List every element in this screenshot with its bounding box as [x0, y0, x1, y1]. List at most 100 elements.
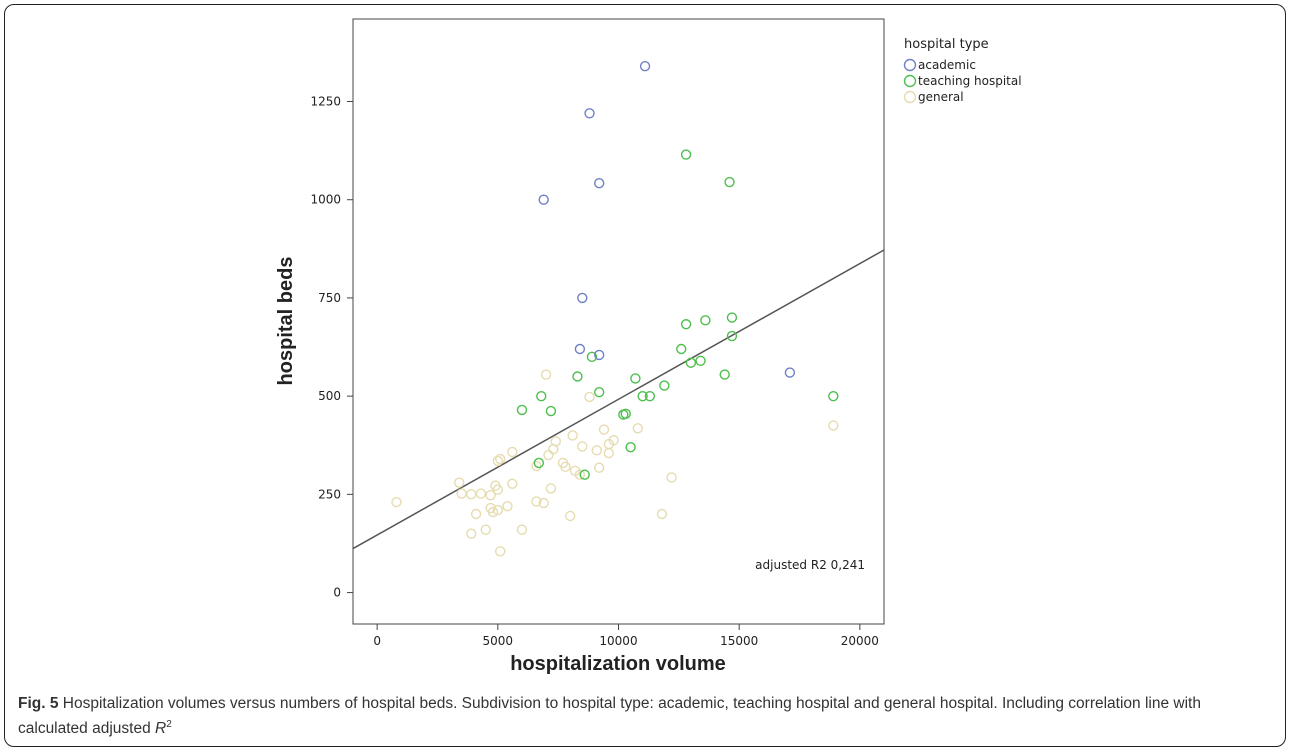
- point-general: [632, 423, 644, 434]
- figure-caption: Fig. 5 Hospitalization volumes versus nu…: [18, 693, 1273, 739]
- point-general: [480, 524, 491, 535]
- point-general: [598, 424, 610, 435]
- point-academic: [584, 108, 595, 119]
- data-points: [391, 60, 839, 557]
- regression-line-group: [352, 249, 885, 550]
- point-general: [591, 445, 602, 456]
- point-general: [487, 506, 499, 518]
- point-academic: [538, 194, 549, 205]
- caption-text: Hospitalization volumes versus numbers o…: [18, 695, 1201, 738]
- point-general: [507, 478, 518, 489]
- x-axis-title: hospitalization volume: [510, 653, 726, 675]
- point-teaching: [700, 315, 711, 326]
- point-general: [507, 446, 518, 458]
- point-teaching: [695, 355, 706, 366]
- legend-marker-academic: [903, 58, 917, 72]
- point-teaching: [726, 312, 738, 323]
- point-teaching: [637, 390, 648, 402]
- point-general: [454, 477, 465, 488]
- caption-r2-superscript: 2: [166, 719, 172, 730]
- point-general: [391, 497, 402, 508]
- x-tick-label: 0: [373, 634, 381, 648]
- point-general: [456, 488, 467, 499]
- point-general: [828, 420, 839, 431]
- point-teaching: [630, 373, 641, 384]
- x-tick-label: 15000: [720, 634, 758, 648]
- point-general: [574, 469, 586, 480]
- regression-line: [352, 249, 885, 550]
- point-general: [470, 508, 482, 520]
- legend: hospital type academic teaching hospital g…: [903, 37, 1022, 104]
- y-tick-label: 500: [318, 389, 341, 403]
- point-general: [492, 455, 504, 467]
- point-teaching: [536, 390, 547, 402]
- point-general: [531, 460, 542, 472]
- legend-label-academic: academic: [918, 58, 976, 72]
- point-academic: [577, 292, 588, 304]
- point-academic: [574, 343, 586, 355]
- y-tick-label: 1000: [310, 193, 341, 207]
- point-general: [540, 369, 552, 380]
- x-tick-label: 10000: [599, 634, 637, 648]
- y-tick-label: 750: [318, 291, 341, 305]
- point-teaching: [572, 371, 583, 382]
- point-teaching: [685, 357, 697, 368]
- x-tick-label: 5000: [483, 634, 514, 648]
- r2-annotation: adjusted R2 0,241: [755, 558, 865, 572]
- point-teaching: [719, 369, 730, 380]
- point-academic: [593, 178, 605, 189]
- point-general: [502, 500, 513, 512]
- y-axis-title: hospital beds: [275, 257, 297, 386]
- point-teaching: [593, 387, 605, 398]
- point-general: [565, 510, 576, 522]
- legend-label-teaching: teaching hospital: [918, 74, 1022, 88]
- point-general: [538, 497, 549, 509]
- point-general: [593, 462, 605, 473]
- legend-marker-general: [903, 90, 917, 104]
- point-general: [495, 453, 506, 465]
- point-general: [485, 489, 496, 501]
- caption-r2-symbol: R: [155, 720, 167, 738]
- point-academic: [593, 349, 605, 361]
- point-general: [492, 484, 504, 495]
- point-academic: [784, 367, 796, 378]
- legend-marker-teaching: [903, 74, 917, 88]
- point-academic: [639, 60, 651, 72]
- y-tick-label: 1250: [310, 95, 341, 109]
- axis-ticks: 0 5000 10000 15000 20000 0 250 500 750 1000 1250: [310, 95, 879, 649]
- point-teaching: [625, 442, 636, 453]
- point-teaching: [579, 469, 590, 480]
- point-teaching: [516, 404, 528, 416]
- x-tick-label: 20000: [841, 634, 879, 648]
- point-general: [466, 489, 477, 500]
- y-tick-label: 0: [333, 586, 341, 600]
- point-general: [516, 524, 528, 535]
- point-general: [560, 461, 571, 473]
- point-general: [543, 449, 554, 461]
- point-teaching: [644, 390, 656, 402]
- point-general: [475, 488, 487, 499]
- point-general: [492, 504, 504, 516]
- point-teaching: [676, 343, 687, 355]
- point-teaching: [828, 390, 839, 402]
- point-teaching: [659, 380, 670, 391]
- point-general: [531, 496, 542, 507]
- point-general: [656, 508, 668, 520]
- caption-label: Fig. 5: [18, 695, 59, 712]
- point-general: [567, 430, 578, 441]
- point-teaching: [680, 149, 692, 160]
- legend-title: hospital type: [904, 37, 989, 52]
- legend-label-general: general: [918, 90, 964, 104]
- point-general: [577, 441, 588, 452]
- point-teaching: [680, 319, 692, 330]
- plot-area: [352, 18, 885, 625]
- point-teaching: [586, 351, 598, 363]
- point-teaching: [533, 457, 545, 469]
- figure-frame: [4, 4, 1286, 747]
- point-general: [584, 391, 595, 403]
- legend-items: academic teaching hospital general: [903, 58, 1022, 104]
- point-general: [666, 472, 677, 483]
- y-tick-label: 250: [318, 487, 341, 501]
- point-teaching: [724, 176, 735, 188]
- point-general: [545, 483, 557, 494]
